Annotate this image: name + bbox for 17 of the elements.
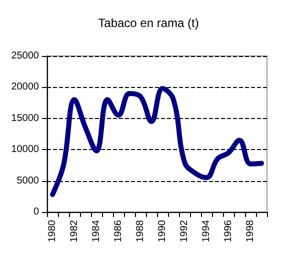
x-tick-label: 1986: [113, 220, 124, 242]
y-tick-label: 0: [33, 206, 40, 218]
y-tick-label: 15000: [11, 112, 40, 124]
x-tick-label: 1984: [91, 220, 102, 242]
x-tick-label: 1980: [47, 220, 58, 242]
x-tick-label: 1998: [245, 220, 256, 242]
x-tick-label: 1990: [157, 220, 168, 242]
x-tick-label: 1996: [223, 220, 234, 242]
chart-title: Tabaco en rama (t): [98, 16, 199, 30]
x-tick-label: 1988: [135, 220, 146, 242]
x-tick-label: 1982: [69, 220, 80, 242]
y-tick-label: 5000: [16, 175, 40, 186]
x-tick-label: 1994: [201, 220, 212, 242]
y-tick-label: 25000: [11, 50, 40, 62]
y-tick-label: 10000: [11, 144, 40, 156]
x-tick-label: 1992: [179, 220, 190, 242]
y-tick-label: 20000: [11, 82, 40, 93]
